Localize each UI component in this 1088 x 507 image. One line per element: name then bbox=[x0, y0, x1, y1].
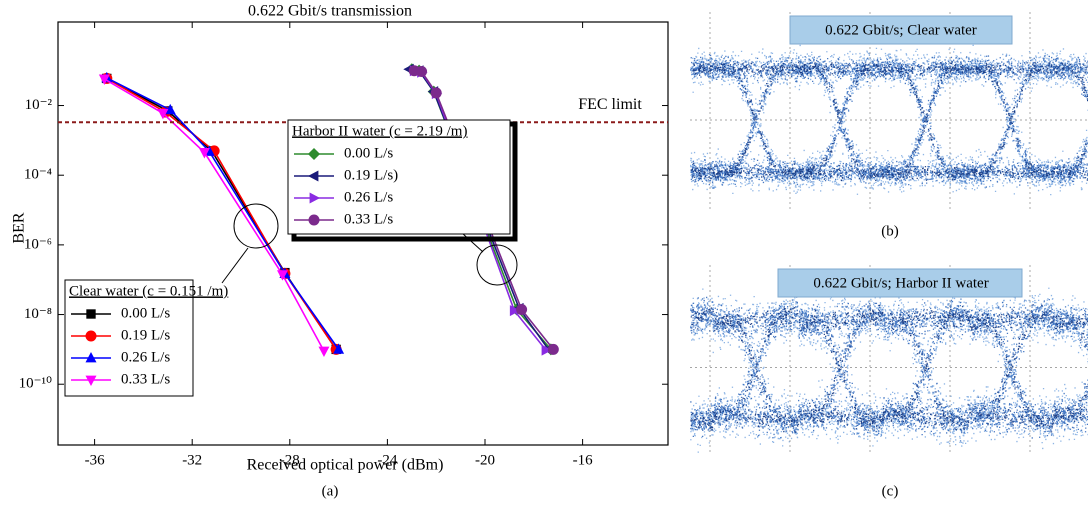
y-tick-label: 10⁻⁸ bbox=[24, 306, 52, 322]
x-tick-label: -36 bbox=[85, 452, 105, 468]
eye-title: 0.622 Gbit/s; Clear water bbox=[825, 22, 977, 38]
legend-title: Clear water (c = 0.151 /m) bbox=[69, 283, 228, 299]
x-tick-label: -28 bbox=[280, 452, 300, 468]
legend-label: 0.33 L/s bbox=[344, 211, 393, 227]
legend-label: 0.00 L/s bbox=[344, 145, 393, 161]
marker bbox=[86, 309, 95, 318]
marker bbox=[309, 215, 320, 226]
legend-label: 0.19 L/s bbox=[121, 327, 170, 343]
marker bbox=[548, 344, 559, 355]
legend-label: 0.19 L/s) bbox=[344, 167, 398, 183]
legend-label: 0.26 L/s bbox=[121, 349, 170, 365]
caption: (a) bbox=[322, 483, 339, 499]
y-tick-label: 10⁻² bbox=[25, 97, 53, 113]
marker bbox=[431, 87, 442, 98]
figure: 0.622 Gbit/s transmission Received optic… bbox=[0, 0, 1088, 507]
annotation-arrow bbox=[462, 233, 483, 252]
x-tick-label: -16 bbox=[573, 452, 593, 468]
eye-title: 0.622 Gbit/s; Harbor II water bbox=[813, 275, 988, 291]
marker bbox=[318, 347, 329, 357]
legend-label: 0.33 L/s bbox=[121, 371, 170, 387]
eye-caption: (b) bbox=[881, 223, 899, 239]
x-tick-label: -24 bbox=[377, 452, 397, 468]
x-axis-label: Received optical power (dBm) bbox=[247, 457, 444, 474]
legend-label: 0.00 L/s bbox=[121, 305, 170, 321]
marker bbox=[516, 304, 527, 315]
y-tick-label: 10⁻⁴ bbox=[24, 167, 52, 183]
eye-caption: (c) bbox=[882, 483, 899, 499]
legend-label: 0.26 L/s bbox=[344, 189, 393, 205]
legend-title: Harbor II water (c = 2.19 /m) bbox=[292, 123, 467, 139]
y-tick-label: 10⁻⁶ bbox=[24, 236, 52, 252]
x-tick-label: -20 bbox=[475, 452, 495, 468]
x-tick-label: -32 bbox=[182, 452, 202, 468]
y-tick-label: 10⁻¹⁰ bbox=[19, 376, 52, 392]
annotation-arrow bbox=[222, 248, 248, 283]
marker bbox=[86, 331, 97, 342]
chart-title: 0.622 Gbit/s transmission bbox=[248, 3, 412, 20]
marker bbox=[416, 66, 427, 77]
fec-limit-label: FEC limit bbox=[578, 96, 642, 113]
